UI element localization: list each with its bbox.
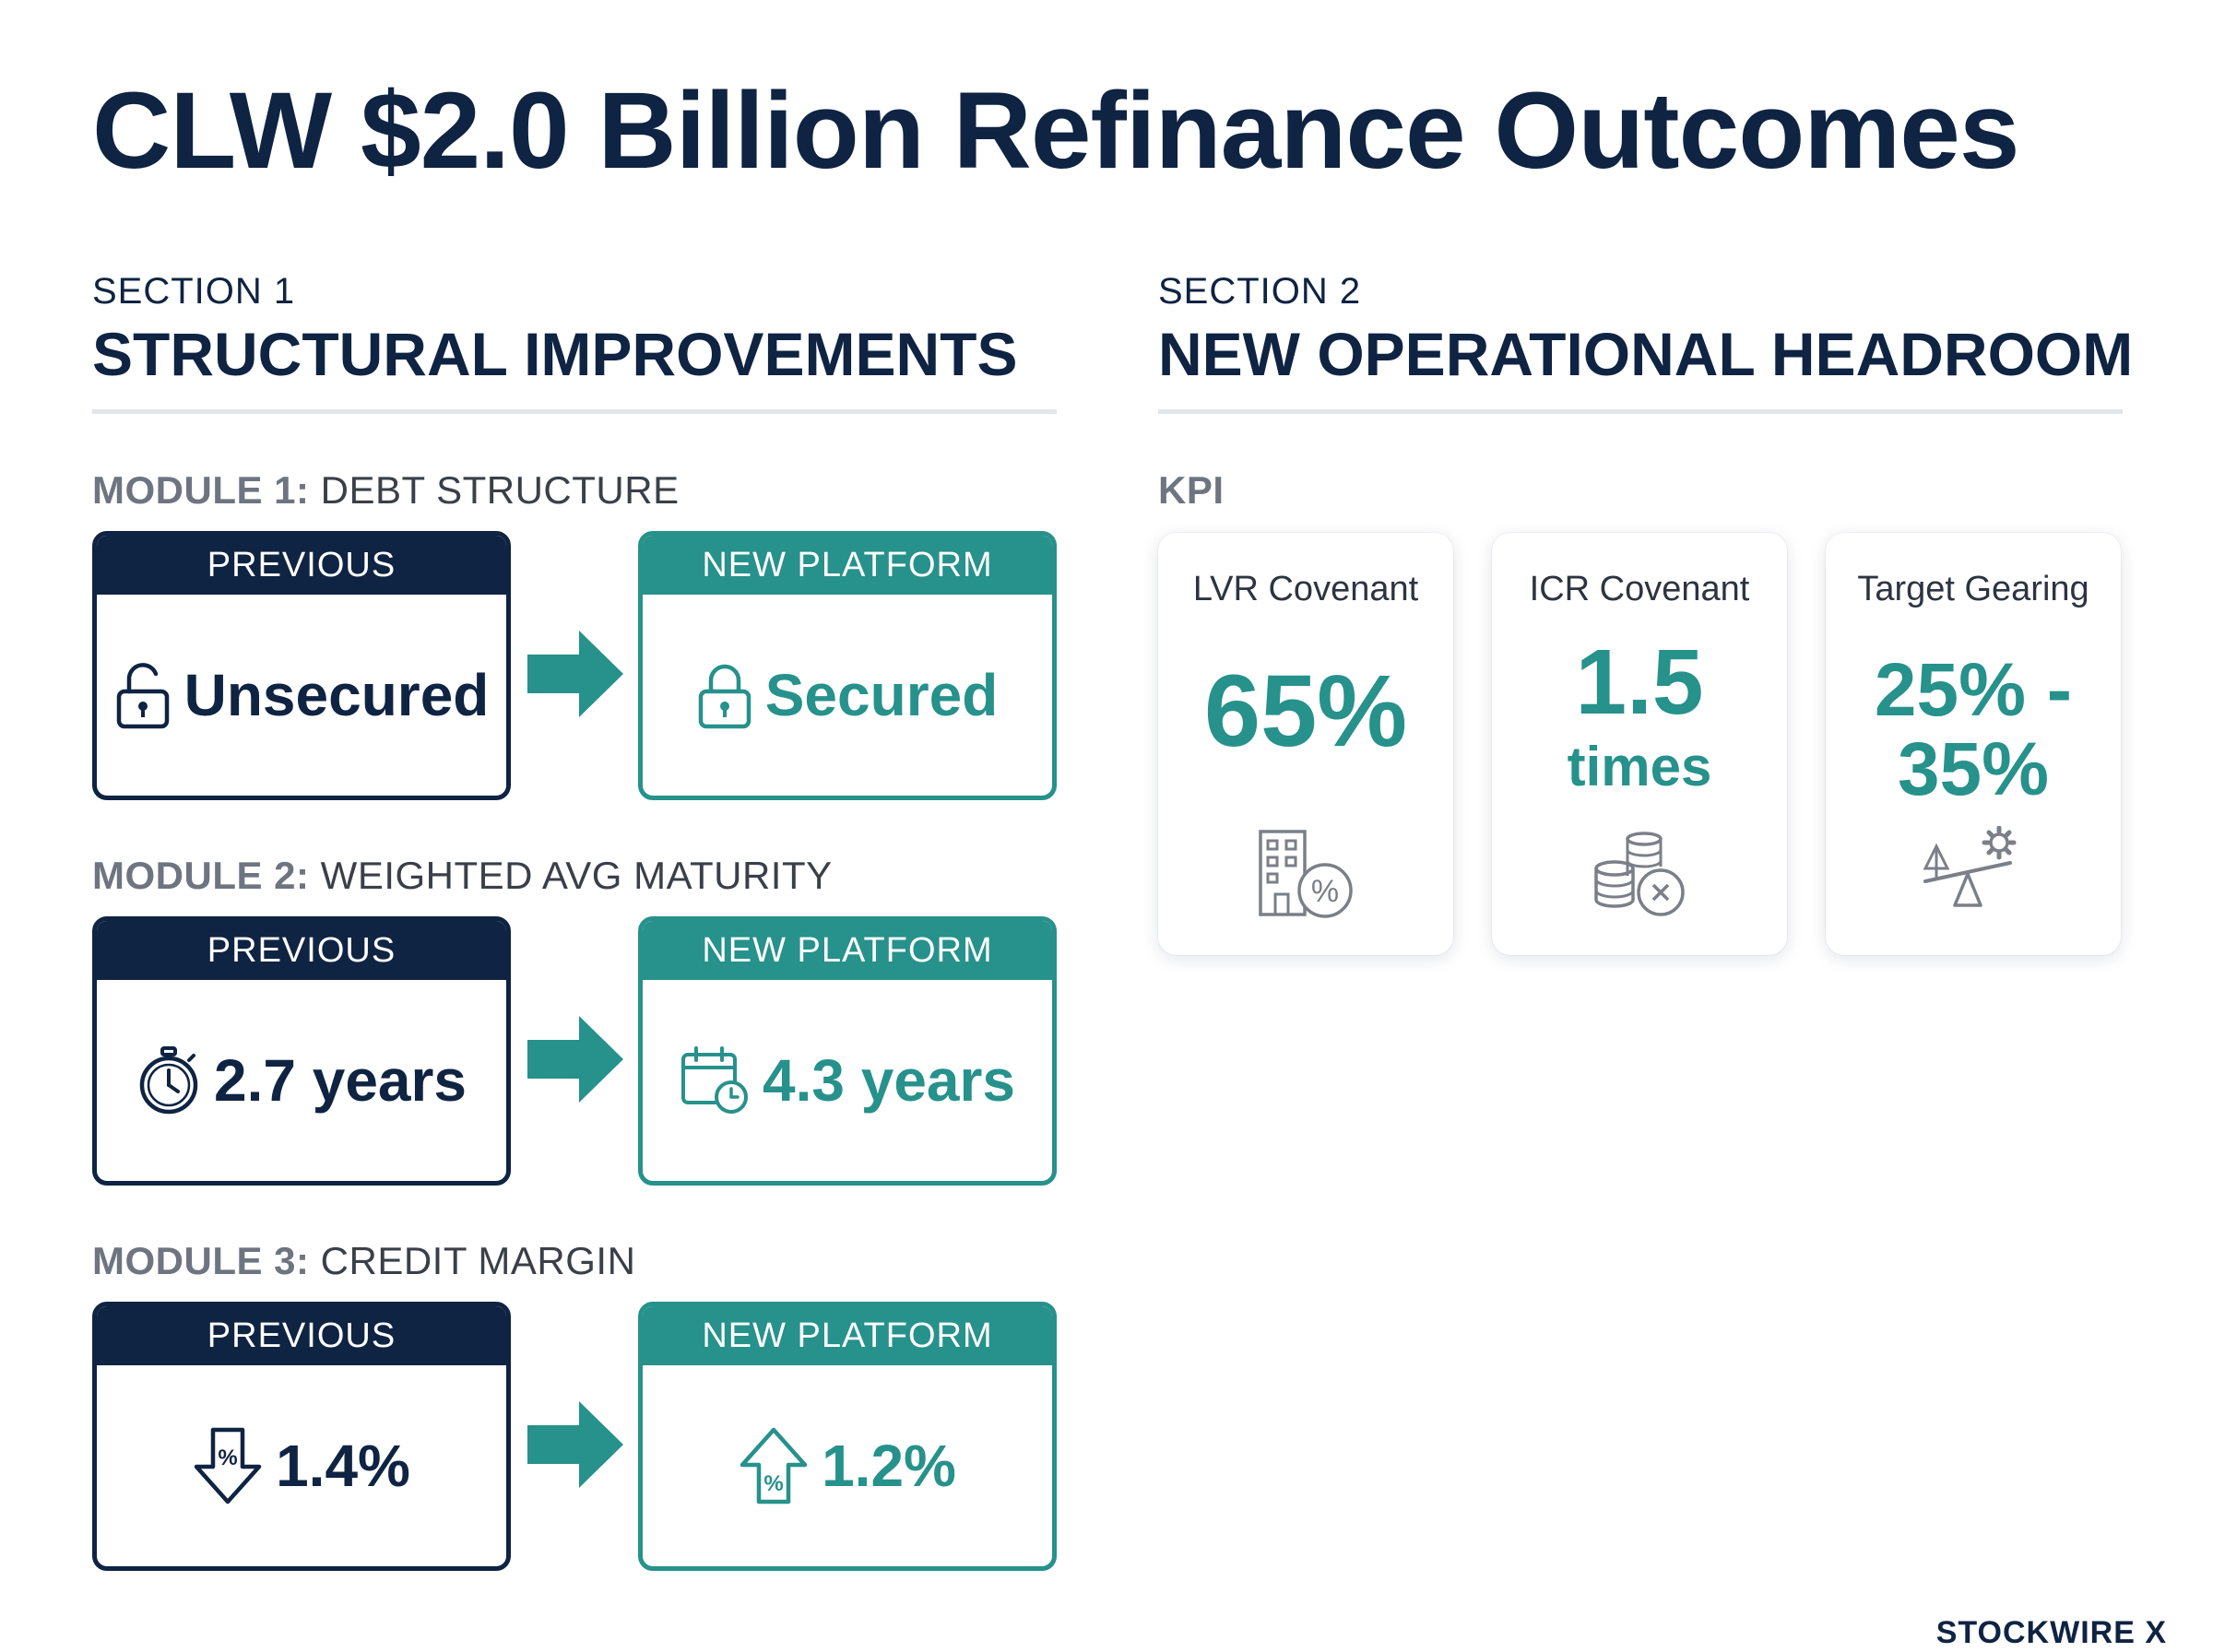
- module-3-new-value: 1.2%: [822, 1433, 956, 1499]
- module-3-name: CREDIT MARGIN: [320, 1239, 636, 1282]
- module-1-label: MODULE 1: DEBT STRUCTURE: [92, 468, 680, 513]
- module-1-prefix: MODULE 1:: [92, 468, 310, 512]
- module-3-previous-header: PREVIOUS: [97, 1306, 506, 1365]
- module-3-prefix: MODULE 3:: [92, 1239, 310, 1282]
- module-3-previous-value: 1.4%: [276, 1433, 410, 1499]
- kpi-icr-unit: times: [1567, 736, 1712, 797]
- brand-logo: STOCKWIRE X: [1935, 1615, 2167, 1650]
- percent-down-arrow-icon: %: [193, 1426, 263, 1505]
- module-2-label: MODULE 2: WEIGHTED AVG MATURITY: [92, 854, 833, 898]
- module-2-previous-header: PREVIOUS: [97, 921, 506, 980]
- section-1-divider: [92, 409, 1057, 414]
- balance-gear-icon: [1826, 826, 2121, 914]
- locked-padlock-icon: [697, 660, 752, 730]
- kpi-icr-value: 1.5: [1575, 631, 1704, 734]
- module-3-new-card: NEW PLATFORM % 1.2%: [638, 1302, 1057, 1571]
- module-1-name: DEBT STRUCTURE: [320, 468, 680, 512]
- kpi-lvr-label: LVR Covenant: [1192, 570, 1419, 608]
- module-2-previous-card: PREVIOUS 2.7 years: [92, 916, 511, 1186]
- module-3-arrow-icon: [527, 1401, 623, 1488]
- section-2-heading: NEW OPERATIONAL HEADROOM: [1158, 320, 2134, 388]
- svg-text:%: %: [1311, 874, 1339, 909]
- svg-text:%: %: [763, 1471, 783, 1496]
- module-1-previous-value: Unsecured: [183, 662, 490, 728]
- kpi-gearing-value-line1: 25% -: [1874, 648, 2073, 732]
- stopwatch-icon: [136, 1045, 201, 1115]
- kpi-icr-label: ICR Covenant: [1529, 570, 1750, 608]
- module-1-new-card: NEW PLATFORM Secured: [638, 531, 1057, 800]
- section-2-label: SECTION 2: [1158, 271, 1362, 312]
- module-2-prefix: MODULE 2:: [92, 854, 310, 897]
- page-title: CLW $2.0 Billion Refinance Outcomes: [92, 70, 2019, 192]
- module-2-new-value: 4.3 years: [762, 1047, 1016, 1114]
- svg-text:%: %: [218, 1446, 237, 1470]
- section-1-label: SECTION 1: [92, 271, 296, 312]
- coins-cancel-icon: [1492, 826, 1787, 922]
- section-1-heading: STRUCTURAL IMPROVEMENTS: [92, 320, 1018, 388]
- module-1-new-value: Secured: [764, 662, 999, 728]
- section-2-divider: [1158, 409, 2123, 414]
- unlocked-padlock-icon: [114, 660, 172, 730]
- percent-up-arrow-icon: %: [739, 1426, 809, 1505]
- kpi-gearing-value-line2: 35%: [1897, 727, 2050, 811]
- module-2-new-card: NEW PLATFORM 4.3 years: [638, 916, 1057, 1186]
- calendar-clock-icon: [680, 1045, 750, 1115]
- kpi-card-gearing: Target Gearing 25% - 35%: [1826, 533, 2121, 955]
- building-percent-icon: %: [1158, 826, 1453, 922]
- module-1-previous-card: PREVIOUS Unsecured: [92, 531, 511, 800]
- module-1-arrow-icon: [527, 631, 623, 717]
- module-2-previous-value: 2.7 years: [213, 1047, 467, 1114]
- kpi-lvr-value: 65%: [1203, 655, 1408, 768]
- module-3-label: MODULE 3: CREDIT MARGIN: [92, 1239, 635, 1283]
- kpi-gearing-label: Target Gearing: [1857, 570, 2089, 608]
- module-2-name: WEIGHTED AVG MATURITY: [320, 854, 833, 897]
- module-3-new-header: NEW PLATFORM: [643, 1306, 1052, 1365]
- module-3-previous-card: PREVIOUS % 1.4%: [92, 1302, 511, 1571]
- module-1-new-header: NEW PLATFORM: [643, 536, 1052, 595]
- module-1-previous-header: PREVIOUS: [97, 536, 506, 595]
- kpi-card-icr: ICR Covenant 1.5 times: [1492, 533, 1787, 955]
- module-2-new-header: NEW PLATFORM: [643, 921, 1052, 980]
- kpi-card-lvr: LVR Covenant 65% %: [1158, 533, 1453, 955]
- kpi-label: KPI: [1158, 468, 1225, 512]
- module-2-arrow-icon: [527, 1016, 623, 1103]
